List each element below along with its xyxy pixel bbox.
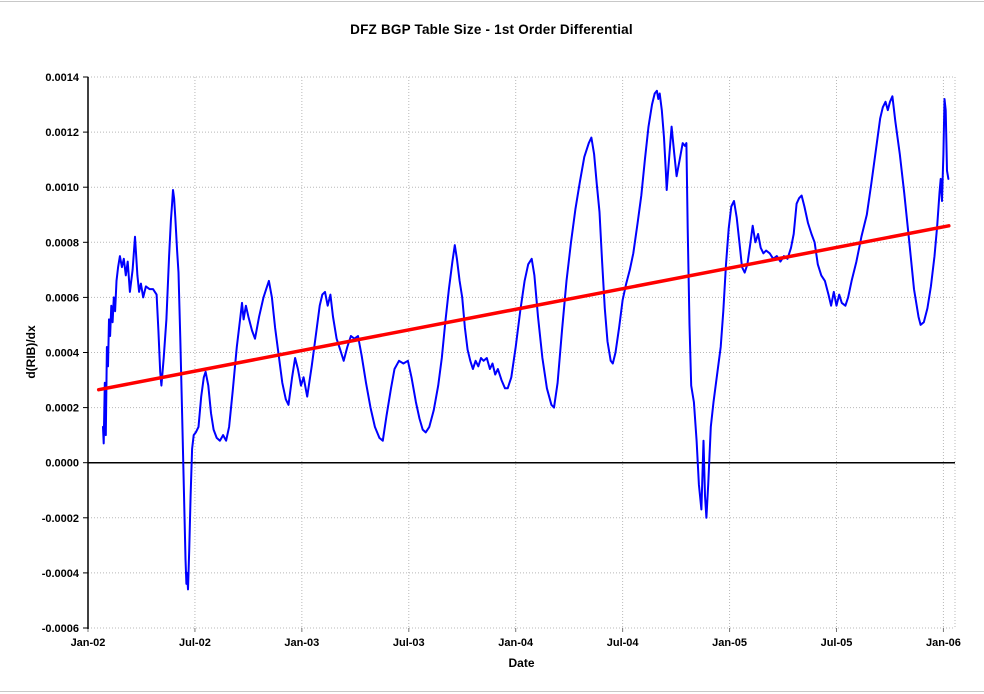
y-tick-label: 0.0006 [45, 292, 79, 304]
x-tick-label: Jul-05 [821, 637, 853, 649]
window-top-border [0, 1, 984, 2]
x-tick-label: Jul-02 [179, 637, 211, 649]
y-tick-label: 0.0000 [45, 458, 79, 470]
series-line-rib-differential [102, 89, 950, 591]
y-tick-label: 0.0012 [45, 127, 79, 139]
x-tick-label: Jan-02 [71, 637, 106, 649]
y-tick-label: -0.0002 [42, 513, 79, 525]
y-tick-label: 0.0004 [45, 348, 80, 360]
x-axis-title: Date [508, 656, 535, 670]
chart-title: DFZ BGP Table Size - 1st Order Different… [350, 22, 633, 37]
x-tick-label: Jan-06 [926, 637, 961, 649]
window-bottom-border [0, 691, 984, 692]
series-line-linear-trend [96, 224, 951, 392]
y-tick-label: 0.0002 [45, 403, 79, 415]
y-tick-label: 0.0010 [45, 182, 79, 194]
x-tick-label: Jan-04 [498, 637, 534, 649]
y-tick-label: -0.0006 [42, 623, 79, 635]
x-tick-label: Jan-03 [284, 637, 319, 649]
y-tick-label: 0.0014 [45, 72, 80, 84]
x-tick-label: Jul-03 [393, 637, 425, 649]
y-tick-label: -0.0004 [42, 568, 80, 580]
x-tick-label: Jan-05 [712, 637, 747, 649]
x-tick-label: Jul-04 [607, 637, 640, 649]
y-tick-label: 0.0008 [45, 237, 79, 249]
